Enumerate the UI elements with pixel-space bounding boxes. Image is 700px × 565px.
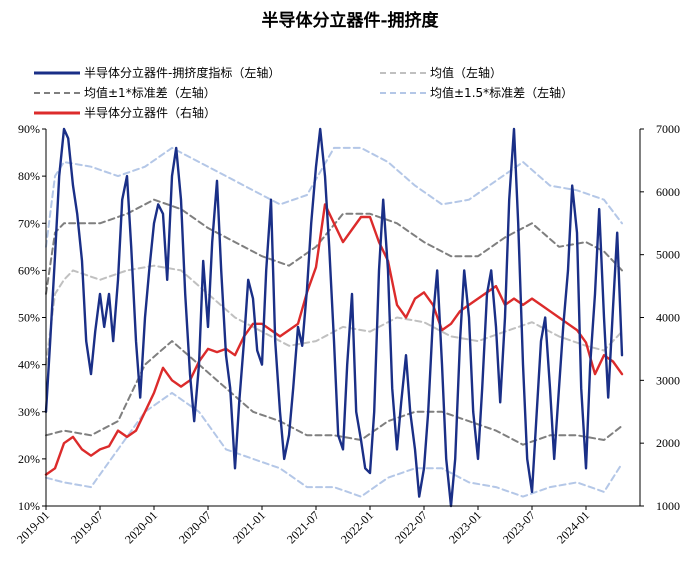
x-tick-label: 2022-01 <box>338 508 376 546</box>
y-tick-label: 70% <box>18 216 40 230</box>
series-line-mean <box>45 264 623 366</box>
y-tick-label: 80% <box>18 169 40 183</box>
x-tick-label: 2021-01 <box>230 508 268 546</box>
legend-label-crowding: 半导体分立器件-拥挤度指标（左轴） <box>84 65 280 80</box>
x-tick-label: 2019-01 <box>14 508 52 546</box>
legend: 半导体分立器件-拥挤度指标（左轴） 均值（左轴） 均值±1*标准差（左轴） 均值… <box>34 65 573 120</box>
series-line-crowding <box>44 127 624 508</box>
x-tick-label: 2024-01 <box>554 508 592 546</box>
y-tick-label: 50% <box>18 311 40 325</box>
y2-tick-label: 6000 <box>656 185 680 199</box>
series-line-band1-upper <box>45 198 623 295</box>
y2-tick-label: 2000 <box>656 436 680 450</box>
y2-tick-label: 4000 <box>656 311 680 325</box>
y2-tick-label: 5000 <box>656 248 680 262</box>
y-tick-label: 20% <box>18 452 40 466</box>
series-line-price <box>44 203 624 476</box>
x-tick-label: 2019-07 <box>68 508 106 546</box>
legend-label-band15: 均值±1.5*标准差（左轴） <box>430 85 573 100</box>
y-tick-label: 10% <box>18 499 40 513</box>
legend-label-price: 半导体分立器件（右轴） <box>84 105 216 120</box>
y2-tick-label: 1000 <box>656 499 680 513</box>
y-tick-label: 40% <box>18 358 40 372</box>
x-tick-label: 2021-07 <box>284 508 322 546</box>
legend-label-band1: 均值±1*标准差（左轴） <box>84 85 216 100</box>
x-tick-label: 2023-01 <box>446 508 484 546</box>
y2-tick-label: 3000 <box>656 373 680 387</box>
y-tick-label: 90% <box>18 122 40 136</box>
plot-area <box>44 127 624 508</box>
series-line-band1-lower <box>45 340 623 446</box>
chart-title: 半导体分立器件-拥挤度 <box>261 10 439 31</box>
series-line-band15-upper <box>45 146 623 248</box>
y-tick-label: 30% <box>18 405 40 419</box>
series-line-band15-lower <box>45 391 623 498</box>
legend-label-mean: 均值（左轴） <box>430 65 502 80</box>
x-tick-label: 2023-07 <box>500 508 538 546</box>
x-tick-label: 2020-07 <box>176 508 214 546</box>
y2-tick-label: 7000 <box>656 122 680 136</box>
x-tick-label: 2022-07 <box>392 508 430 546</box>
x-tick-label: 2020-01 <box>122 508 160 546</box>
y-tick-label: 60% <box>18 263 40 277</box>
